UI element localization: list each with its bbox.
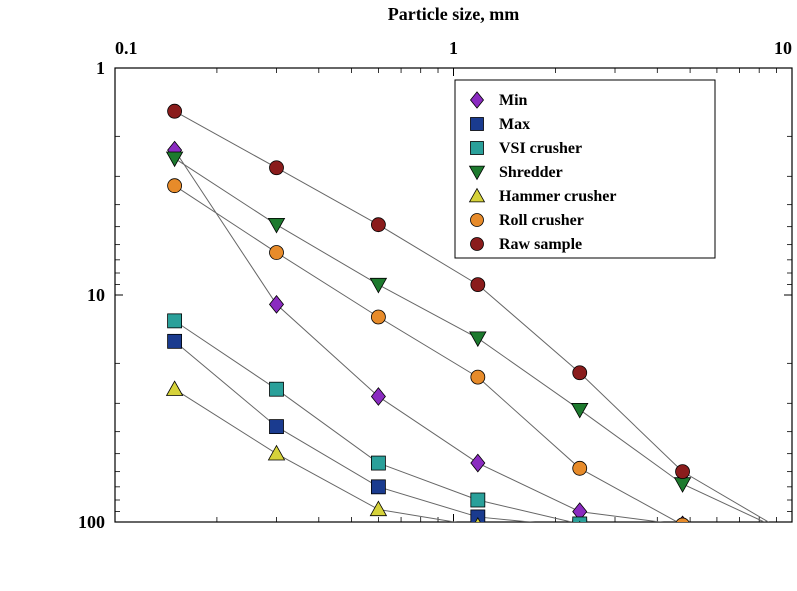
data-point (676, 465, 690, 479)
data-point (270, 382, 284, 396)
data-point (168, 334, 182, 348)
data-point (573, 366, 587, 380)
data-point (371, 218, 385, 232)
x-axis-title: Particle size, mm (388, 4, 519, 24)
data-point (270, 161, 284, 175)
x-tick-label: 10 (774, 38, 792, 58)
x-tick-label: 0.1 (115, 38, 138, 58)
legend (455, 80, 715, 258)
data-point (270, 420, 284, 434)
data-point (471, 370, 485, 384)
legend-marker (471, 118, 484, 131)
data-point (371, 310, 385, 324)
data-point (168, 104, 182, 118)
chart-svg: Particle size, mm 0.1 1 10 1 10 100 Min Max VSI c… (0, 0, 797, 591)
legend-label: Min (499, 92, 528, 109)
legend-label: Roll crusher (499, 212, 584, 229)
legend-label: Hammer crusher (499, 188, 616, 205)
legend-label: Raw sample (499, 236, 582, 253)
data-point (168, 314, 182, 328)
data-point (471, 493, 485, 507)
legend-marker (471, 238, 484, 251)
legend-marker (471, 214, 484, 227)
data-point (471, 278, 485, 292)
data-point (371, 480, 385, 494)
data-point (371, 456, 385, 470)
legend-label: Shredder (499, 164, 563, 181)
y-tick-label: 10 (87, 285, 105, 305)
x-tick-label: 1 (449, 38, 458, 58)
data-point (270, 246, 284, 260)
data-point (573, 461, 587, 475)
data-point (168, 179, 182, 193)
legend-label: Max (499, 116, 530, 133)
legend-label: VSI crusher (499, 140, 582, 157)
y-tick-label: 1 (96, 58, 105, 78)
legend-marker (471, 142, 484, 155)
y-tick-label: 100 (78, 512, 105, 532)
chart-container: Particle size, mm 0.1 1 10 1 10 100 Min Max VSI c… (0, 0, 797, 591)
